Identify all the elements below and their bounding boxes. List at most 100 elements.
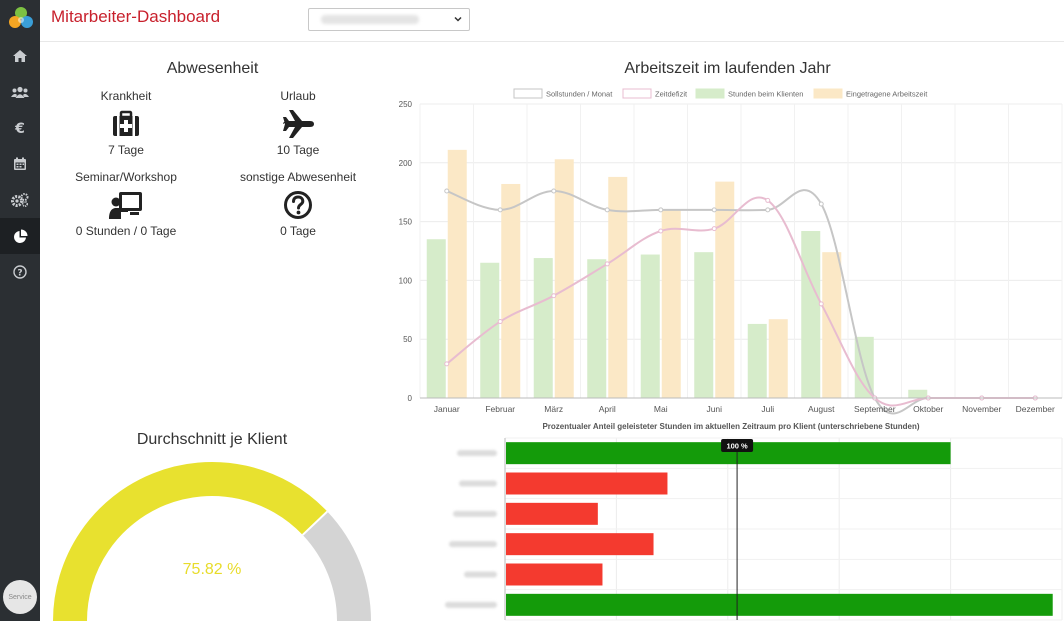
client-label-redacted <box>449 541 497 548</box>
sidebar-item-statistics[interactable] <box>0 218 40 254</box>
legend-swatch[interactable] <box>695 88 725 99</box>
client-share-bar[interactable] <box>506 593 1053 616</box>
sidebar-item-help[interactable]: ? <box>0 254 40 290</box>
line-point[interactable] <box>444 361 450 367</box>
medkit-icon <box>113 110 139 136</box>
legend-label[interactable]: Sollstunden / Monat <box>546 90 613 99</box>
average-gauge: 75.82 % <box>53 462 371 621</box>
line-point[interactable] <box>711 207 717 213</box>
line-point[interactable] <box>711 226 717 232</box>
absence-vacation: Urlaub 10 Tage <box>218 89 378 159</box>
x-tick-label: Juli <box>761 404 774 414</box>
absence-label: Krankheit <box>100 89 152 103</box>
x-tick-label: Oktober <box>913 404 943 414</box>
absence-label: sonstige Abwesenheit <box>239 170 357 184</box>
bar-eingetragene-arbeitszeit[interactable] <box>715 181 735 398</box>
gauge-remaining-arc <box>302 511 371 621</box>
line-point[interactable] <box>497 207 503 213</box>
legend-label[interactable]: Stunden beim Klienten <box>728 90 803 99</box>
svg-text:€: € <box>14 121 25 135</box>
legend-label[interactable]: Zeitdefizit <box>655 90 688 99</box>
bar-eingetragene-arbeitszeit[interactable] <box>661 209 681 398</box>
y-tick-label: 200 <box>399 159 413 168</box>
bar-eingetragene-arbeitszeit[interactable] <box>608 176 628 398</box>
bar-stunden-beim-klienten[interactable] <box>908 389 928 398</box>
reference-label: 100 % <box>726 442 748 451</box>
y-tick-label: 100 <box>399 276 413 285</box>
presentation-icon <box>109 192 142 219</box>
legend-swatch[interactable] <box>622 88 652 99</box>
bar-eingetragene-arbeitszeit[interactable] <box>554 159 574 398</box>
chevron-down-icon <box>454 16 462 22</box>
bar-stunden-beim-klienten[interactable] <box>480 262 500 398</box>
working-time-chart: 0 50 100 150 200 250 Januar Februar März April Mai… <box>399 88 1063 415</box>
bar-stunden-beim-klienten[interactable] <box>426 239 446 398</box>
line-point[interactable] <box>551 188 557 194</box>
line-point[interactable] <box>818 201 824 207</box>
y-tick-label: 150 <box>399 218 413 227</box>
euro-icon: € <box>14 121 25 135</box>
bar-stunden-beim-klienten[interactable] <box>747 323 767 398</box>
absence-sickness: Krankheit 7 Tage <box>46 89 206 159</box>
line-point[interactable] <box>604 207 610 213</box>
client-share-chart-title: Prozentualer Anteil geleisteter Stunden … <box>542 422 920 431</box>
selected-value-redacted <box>321 15 419 24</box>
sidebar-item-users[interactable] <box>0 74 40 110</box>
x-tick-label: März <box>544 404 563 414</box>
bar-eingetragene-arbeitszeit[interactable] <box>501 183 521 398</box>
line-point[interactable] <box>658 228 664 234</box>
svg-text:?: ? <box>17 268 22 278</box>
line-point[interactable] <box>765 197 771 203</box>
absence-value: 0 Stunden / 0 Tage <box>75 224 177 238</box>
line-point[interactable] <box>765 207 771 213</box>
y-tick-label: 50 <box>403 335 412 344</box>
app-logo[interactable] <box>8 5 34 31</box>
line-point[interactable] <box>497 319 503 325</box>
y-tick-label: 0 <box>408 394 413 403</box>
bar-stunden-beim-klienten[interactable] <box>801 231 821 398</box>
absence-value: 7 Tage <box>108 143 144 157</box>
client-share-bar[interactable] <box>506 472 668 495</box>
sidebar-item-calendar[interactable] <box>0 146 40 182</box>
bar-eingetragene-arbeitszeit[interactable] <box>768 319 788 398</box>
x-tick-label: November <box>962 404 1001 414</box>
bar-stunden-beim-klienten[interactable] <box>694 252 714 398</box>
y-tick-label: 250 <box>399 100 413 109</box>
client-label-redacted <box>459 480 497 487</box>
bar-stunden-beim-klienten[interactable] <box>640 254 660 398</box>
client-share-bar[interactable] <box>506 442 951 465</box>
x-tick-label: Dezember <box>1016 404 1055 414</box>
x-tick-label: September <box>854 404 896 414</box>
line-point[interactable] <box>658 207 664 213</box>
gauge-filled-arc <box>53 462 328 621</box>
sidebar-item-finance[interactable]: € <box>0 110 40 146</box>
sidebar: € ? Service <box>0 0 40 621</box>
bar-stunden-beim-klienten[interactable] <box>533 258 553 398</box>
client-label-redacted <box>457 450 497 457</box>
sidebar-item-home[interactable] <box>0 38 40 74</box>
x-tick-label: Juni <box>706 404 722 414</box>
client-share-bar[interactable] <box>506 502 598 525</box>
legend-swatch[interactable] <box>513 88 543 99</box>
line-point[interactable] <box>818 301 824 307</box>
client-share-bar[interactable] <box>506 563 603 586</box>
sidebar-item-settings[interactable] <box>0 182 40 218</box>
bar-stunden-beim-klienten[interactable] <box>587 259 607 398</box>
question-icon <box>284 191 312 219</box>
client-label-redacted <box>464 571 497 578</box>
x-tick-label: April <box>599 404 616 414</box>
line-point[interactable] <box>551 293 557 299</box>
line-point[interactable] <box>444 188 450 194</box>
line-point[interactable] <box>604 261 610 267</box>
bar-eingetragene-arbeitszeit[interactable] <box>447 149 467 398</box>
legend-swatch[interactable] <box>813 88 843 99</box>
page-title: Mitarbeiter-Dashboard <box>51 7 221 26</box>
average-title: Durchschnitt je Klient <box>136 431 288 448</box>
service-button[interactable]: Service <box>3 580 37 614</box>
legend-label[interactable]: Eingetragene Arbeitszeit <box>846 90 928 99</box>
employee-select[interactable] <box>308 8 470 31</box>
home-icon <box>13 50 27 62</box>
absence-seminar: Seminar/Workshop 0 Stunden / 0 Tage <box>46 170 206 240</box>
client-share-bar[interactable] <box>506 533 654 556</box>
x-tick-label: Mai <box>654 404 668 414</box>
